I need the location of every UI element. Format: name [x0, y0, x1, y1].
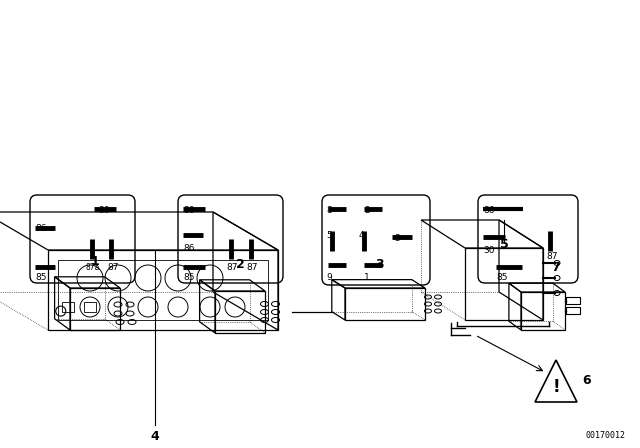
- Text: 3: 3: [376, 258, 384, 271]
- Text: 2: 2: [364, 206, 370, 215]
- Text: 85: 85: [183, 273, 195, 282]
- Text: 87: 87: [107, 263, 118, 272]
- Bar: [566, 307, 580, 314]
- FancyBboxPatch shape: [478, 195, 578, 283]
- Text: 87: 87: [246, 263, 257, 272]
- FancyBboxPatch shape: [178, 195, 283, 283]
- Text: 9: 9: [326, 273, 332, 282]
- Bar: [566, 297, 580, 304]
- Bar: [58, 260, 268, 320]
- FancyBboxPatch shape: [322, 195, 430, 285]
- Text: 30: 30: [483, 246, 495, 255]
- Text: 85: 85: [496, 273, 508, 282]
- Bar: [84, 302, 96, 312]
- Text: 1: 1: [91, 255, 99, 268]
- Text: 30: 30: [183, 206, 195, 215]
- Text: 30: 30: [98, 206, 109, 215]
- Text: 8: 8: [326, 206, 332, 215]
- Text: 4: 4: [359, 231, 365, 240]
- Text: 4: 4: [150, 430, 159, 443]
- Text: 7: 7: [550, 261, 559, 274]
- Text: 5: 5: [500, 238, 508, 251]
- Text: 00170012: 00170012: [585, 431, 625, 440]
- Text: 87a: 87a: [85, 263, 99, 272]
- Text: 2: 2: [236, 258, 244, 271]
- Text: 5: 5: [326, 231, 332, 240]
- Text: 1: 1: [364, 273, 370, 282]
- Text: 86: 86: [483, 206, 495, 215]
- Text: 85: 85: [35, 273, 47, 282]
- Text: 86: 86: [35, 224, 47, 233]
- Text: 86: 86: [183, 244, 195, 253]
- Text: 6: 6: [582, 375, 591, 388]
- FancyBboxPatch shape: [30, 195, 135, 283]
- Text: 87: 87: [226, 263, 237, 272]
- Text: 87: 87: [546, 252, 557, 261]
- Text: !: !: [552, 378, 560, 396]
- Bar: [62, 302, 74, 312]
- Text: 3: 3: [394, 234, 400, 243]
